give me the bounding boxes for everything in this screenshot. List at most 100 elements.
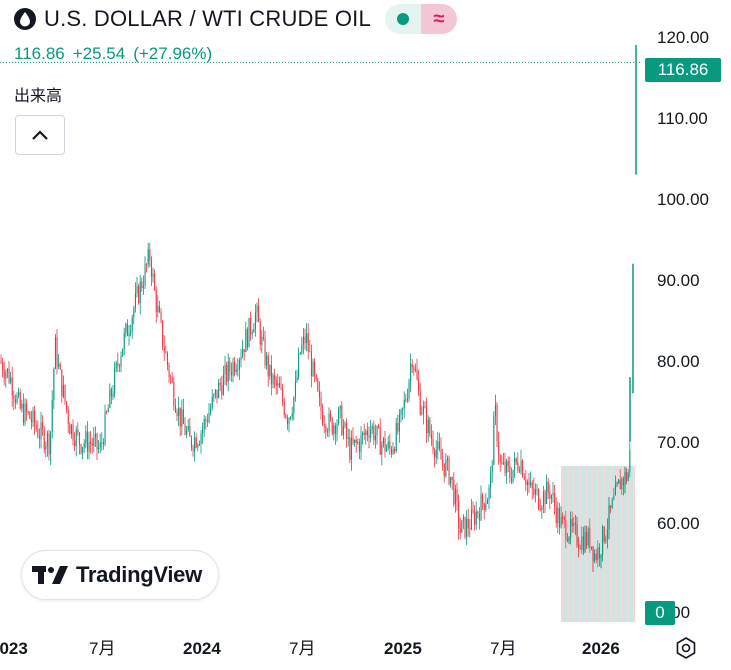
candle <box>234 361 236 373</box>
candle <box>162 320 164 347</box>
candle <box>235 369 237 373</box>
candle <box>621 478 623 490</box>
candle <box>432 439 434 451</box>
candle <box>214 389 216 395</box>
market-status-indicator[interactable] <box>384 4 421 34</box>
candle <box>277 383 279 386</box>
candle <box>568 537 570 541</box>
candle <box>75 429 77 446</box>
candle <box>570 518 572 538</box>
candle <box>600 554 602 559</box>
y-tick-label: 80.00 <box>657 352 700 371</box>
candle <box>331 418 333 434</box>
candle <box>176 411 178 417</box>
candle <box>626 471 628 481</box>
candle <box>469 528 471 530</box>
candle <box>240 357 242 361</box>
candle <box>114 368 116 394</box>
candle <box>80 444 82 453</box>
candle <box>624 471 626 485</box>
candle <box>374 435 376 441</box>
last-price: 116.86 <box>14 44 65 63</box>
candle <box>445 460 447 476</box>
candle <box>376 425 378 436</box>
candle <box>459 528 461 533</box>
candle <box>394 449 396 452</box>
candle <box>272 375 274 385</box>
chevron-up-icon <box>32 130 48 140</box>
candle <box>390 448 392 454</box>
candle <box>288 418 290 425</box>
candle <box>83 443 85 447</box>
candle <box>242 349 244 358</box>
candle <box>440 448 442 460</box>
candle <box>262 336 264 339</box>
candle <box>531 482 533 489</box>
candle <box>302 336 304 345</box>
candle <box>278 383 280 388</box>
candle <box>334 425 336 435</box>
tradingview-logo[interactable]: TradingView <box>21 550 219 600</box>
candle <box>67 409 69 424</box>
candle <box>322 411 324 425</box>
candle <box>232 361 234 376</box>
candle <box>363 432 365 435</box>
candle <box>91 443 93 446</box>
candle <box>584 532 586 552</box>
candle <box>608 505 610 529</box>
candle <box>125 323 127 333</box>
candle <box>546 482 548 505</box>
candle <box>245 329 247 353</box>
candle <box>224 365 226 375</box>
candle <box>421 413 423 415</box>
candle <box>291 413 293 417</box>
candle <box>106 411 108 413</box>
candle <box>69 423 71 435</box>
candle <box>512 469 514 482</box>
candle <box>595 553 597 560</box>
candle <box>157 305 159 313</box>
candle <box>387 441 389 448</box>
candle <box>320 397 322 412</box>
candle <box>339 406 341 410</box>
candle <box>90 441 92 444</box>
candle <box>53 368 55 401</box>
candle <box>275 379 277 386</box>
candle <box>259 322 261 345</box>
candle <box>38 437 40 439</box>
candle <box>338 409 340 424</box>
candle <box>144 264 146 286</box>
candle <box>256 306 258 313</box>
candle <box>491 465 493 473</box>
candle <box>293 397 295 414</box>
candle <box>37 428 39 438</box>
wave-icon[interactable]: ≈ <box>420 4 457 34</box>
candle <box>13 395 15 400</box>
candle <box>211 396 213 409</box>
candle <box>365 430 367 435</box>
candle <box>312 361 314 377</box>
status-pill[interactable]: ≈ <box>384 4 457 34</box>
candle <box>45 445 47 450</box>
candle <box>62 385 64 397</box>
candle <box>261 336 263 345</box>
settings-icon[interactable] <box>674 636 698 660</box>
candle <box>202 428 204 434</box>
candle <box>173 381 175 406</box>
candle <box>336 423 338 435</box>
candle <box>354 439 356 443</box>
candle <box>403 399 405 409</box>
candle <box>536 489 538 491</box>
candle <box>253 328 255 333</box>
symbol-title: U.S. DOLLAR / WTI CRUDE OIL <box>44 6 371 31</box>
candle <box>165 351 167 353</box>
candle <box>619 479 621 490</box>
candle <box>576 524 578 545</box>
candle <box>2 362 4 372</box>
candle <box>24 403 26 424</box>
x-tick-label: 7月 <box>289 639 315 658</box>
candle <box>254 312 256 329</box>
collapse-button[interactable] <box>15 115 65 155</box>
candle <box>139 281 141 304</box>
